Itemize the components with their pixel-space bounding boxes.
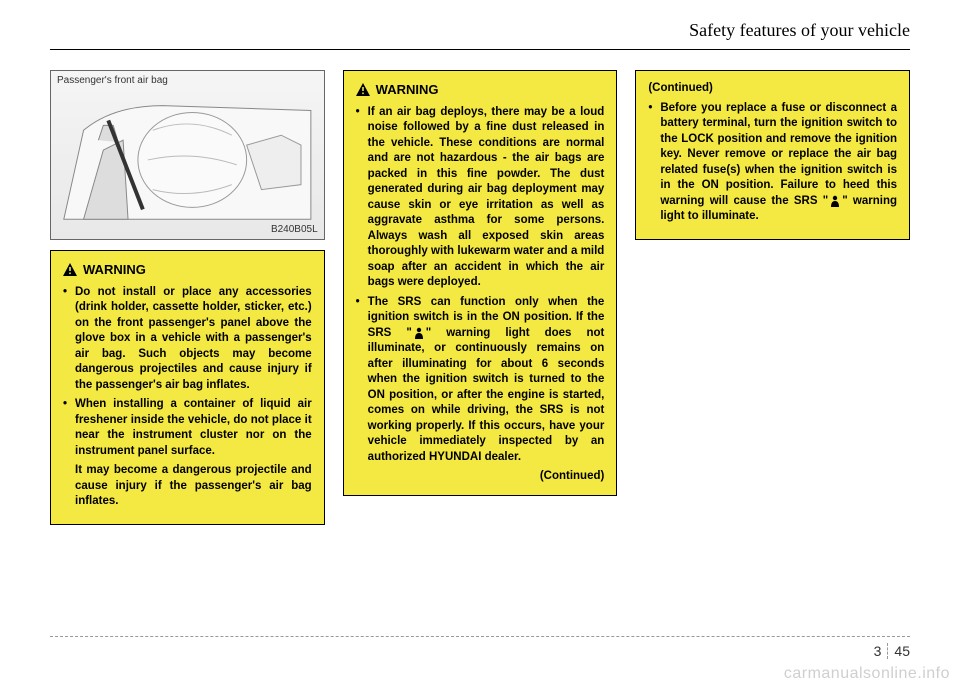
warning-list-2: If an air bag deploys, there may be a lo… xyxy=(356,105,605,466)
srs-person-icon xyxy=(828,195,842,207)
warning-list-1: Do not install or place any accessories … xyxy=(63,285,312,460)
warning-item: If an air bag deploys, there may be a lo… xyxy=(356,105,605,291)
warning-title-text-2: WARNING xyxy=(376,81,439,99)
warning-box-1: WARNING Do not install or place any acce… xyxy=(50,250,325,525)
warning-list-3: Before you replace a fuse or disconnect … xyxy=(648,101,897,225)
page-footer: 3 45 xyxy=(50,636,910,659)
warning-title-1: WARNING xyxy=(63,261,312,279)
warning-triangle-icon xyxy=(63,263,77,276)
column-2: WARNING If an air bag deploys, there may… xyxy=(343,70,618,525)
warning-indent-text: It may become a dangerous projectile and… xyxy=(63,463,312,510)
airbag-illustration xyxy=(51,71,324,239)
watermark: carmanualsonline.info xyxy=(784,665,950,683)
page-number: 45 xyxy=(887,643,910,659)
airbag-figure: Passenger's front air bag B240B05L xyxy=(50,70,325,240)
warning-item: The SRS can function only when the ignit… xyxy=(356,295,605,466)
srs-person-icon xyxy=(412,327,426,339)
continued-label: (Continued) xyxy=(356,469,605,485)
column-3: (Continued) Before you replace a fuse or… xyxy=(635,70,910,525)
header-title: Safety features of your vehicle xyxy=(689,20,910,40)
warning-triangle-icon xyxy=(356,83,370,96)
warning-box-3: (Continued) Before you replace a fuse or… xyxy=(635,70,910,240)
warning-box-2: WARNING If an air bag deploys, there may… xyxy=(343,70,618,496)
warning-title-2: WARNING xyxy=(356,81,605,99)
figure-label: Passenger's front air bag xyxy=(57,75,168,86)
page-header: Safety features of your vehicle xyxy=(50,20,910,50)
content-columns: Passenger's front air bag B240B05L xyxy=(50,70,910,525)
warning-title-text-1: WARNING xyxy=(83,261,146,279)
section-number: 3 xyxy=(874,643,882,659)
warning-item: When installing a container of liquid ai… xyxy=(63,397,312,459)
warning-item: Do not install or place any accessories … xyxy=(63,285,312,394)
column-1: Passenger's front air bag B240B05L xyxy=(50,70,325,525)
page: Safety features of your vehicle Passenge… xyxy=(0,0,960,689)
figure-code: B240B05L xyxy=(271,224,318,235)
warning-item: Before you replace a fuse or disconnect … xyxy=(648,101,897,225)
continued-head: (Continued) xyxy=(648,81,897,97)
